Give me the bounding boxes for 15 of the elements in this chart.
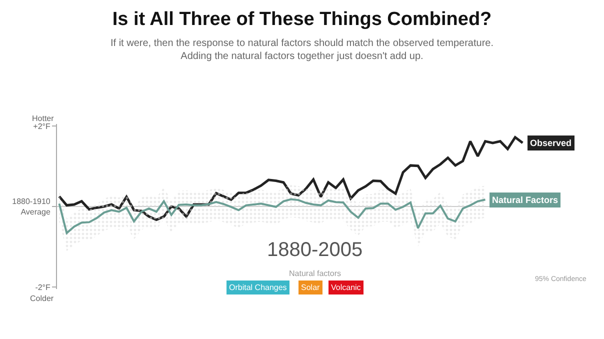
- annotation: Solar: [301, 283, 320, 292]
- text: Hotter: [32, 114, 54, 123]
- chart-subtitle: If it were, then the response to natural factors should match the observed temperature. Adding the natural factors together just doesn't add up.: [110, 38, 494, 62]
- annotation: Volcanic: [331, 283, 361, 292]
- series-label: Observed: [530, 138, 572, 148]
- y-tick-label: -2°F: [35, 282, 51, 292]
- line-series: [58, 198, 486, 234]
- y-tick-label: +2°F: [33, 122, 50, 131]
- y-tick-label: 1880-1910 Average: [12, 197, 51, 216]
- annotation: Orbital Changes: [229, 283, 287, 292]
- annotation: 1880-2005: [267, 239, 363, 261]
- annotation: Natural factors: [289, 269, 342, 278]
- series-label: Natural Factors: [492, 195, 558, 205]
- text: Colder: [30, 294, 54, 303]
- chart-title: Is it All Three of These Things Combined?: [112, 9, 492, 30]
